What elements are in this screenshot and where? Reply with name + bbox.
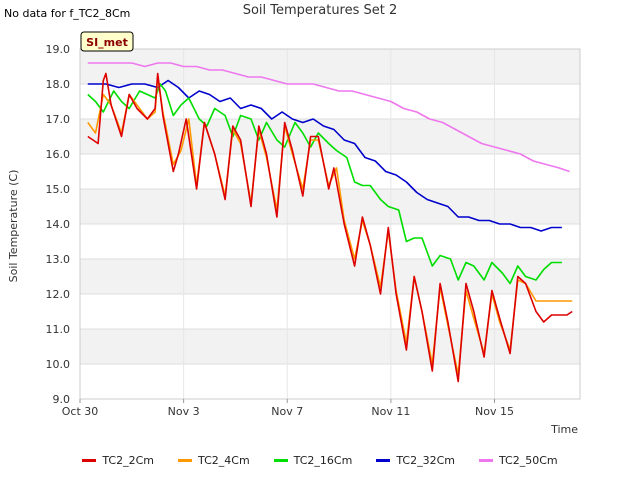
x-tick-labels: Oct 30 Nov 3 Nov 7 Nov 11 Nov 15	[62, 399, 514, 418]
legend-swatch	[273, 459, 288, 462]
legend-swatch	[478, 459, 493, 462]
y-tick-label: 15.0	[46, 183, 71, 196]
site-badge-box	[80, 31, 134, 52]
legend-label: TC2_16Cm	[293, 454, 353, 467]
site-badge-label: SI_met	[86, 36, 128, 49]
legend-swatch	[178, 459, 193, 462]
legend-item: TC2_16Cm	[273, 454, 353, 467]
legend-label: TC2_50Cm	[498, 454, 558, 467]
y-axis-label: Soil Temperature (C)	[7, 170, 20, 283]
site-badge: SI_met	[80, 31, 134, 52]
y-tick-label: 12.0	[46, 288, 71, 301]
legend: TC2_2Cm TC2_4Cm TC2_16Cm TC2_32Cm TC2_50Cm	[0, 454, 640, 467]
series-lines	[87, 62, 573, 383]
series-line-TC2_32Cm	[87, 79, 562, 232]
legend-item: TC2_50Cm	[478, 454, 558, 467]
y-tick-label: 10.0	[46, 358, 71, 371]
y-tick-label: 13.0	[46, 253, 71, 266]
grid-band	[80, 119, 580, 154]
series-line-TC2_16Cm	[87, 83, 562, 285]
series-line-TC2_50Cm	[87, 62, 570, 173]
y-tick-label: 18.0	[46, 78, 71, 91]
legend-swatch	[376, 459, 391, 462]
grid-band	[80, 49, 580, 84]
background-bands	[80, 49, 580, 364]
legend-label: TC2_2Cm	[102, 454, 155, 467]
y-tick-label: 19.0	[46, 43, 71, 56]
x-tick-label: Nov 3	[168, 405, 200, 418]
x-tick-label: Nov 11	[371, 405, 410, 418]
y-tick-label: 17.0	[46, 113, 71, 126]
y-tick-label: 14.0	[46, 218, 71, 231]
legend-label: TC2_4Cm	[198, 454, 250, 467]
y-tick-label: 16.0	[46, 148, 71, 161]
y-tick-label: 9.0	[53, 393, 71, 406]
legend-item: TC2_4Cm	[178, 454, 250, 467]
x-axis-label: Time	[550, 423, 578, 436]
grid-band	[80, 259, 580, 294]
chart-title: Soil Temperatures Set 2	[242, 3, 398, 18]
plot-frame	[79, 48, 581, 400]
no-data-note: No data for f_TC2_8Cm	[4, 7, 131, 20]
series-line-TC2_2Cm	[87, 72, 573, 383]
legend-label: TC2_32Cm	[396, 454, 455, 467]
x-tick-label: Nov 7	[271, 405, 303, 418]
grid-band	[80, 189, 580, 224]
x-tick-label: Oct 30	[62, 405, 99, 418]
y-tick-label: 11.0	[46, 323, 71, 336]
x-tick-label: Nov 15	[475, 405, 514, 418]
legend-swatch	[82, 459, 97, 462]
y-tick-labels: 9.0 10.0 11.0 12.0 13.0 14.0 15.0 16.0 17.0 18.0 1…	[46, 43, 71, 406]
legend-item: TC2_2Cm	[82, 454, 154, 467]
grid-band	[80, 329, 580, 364]
legend-item: TC2_32Cm	[376, 454, 455, 467]
